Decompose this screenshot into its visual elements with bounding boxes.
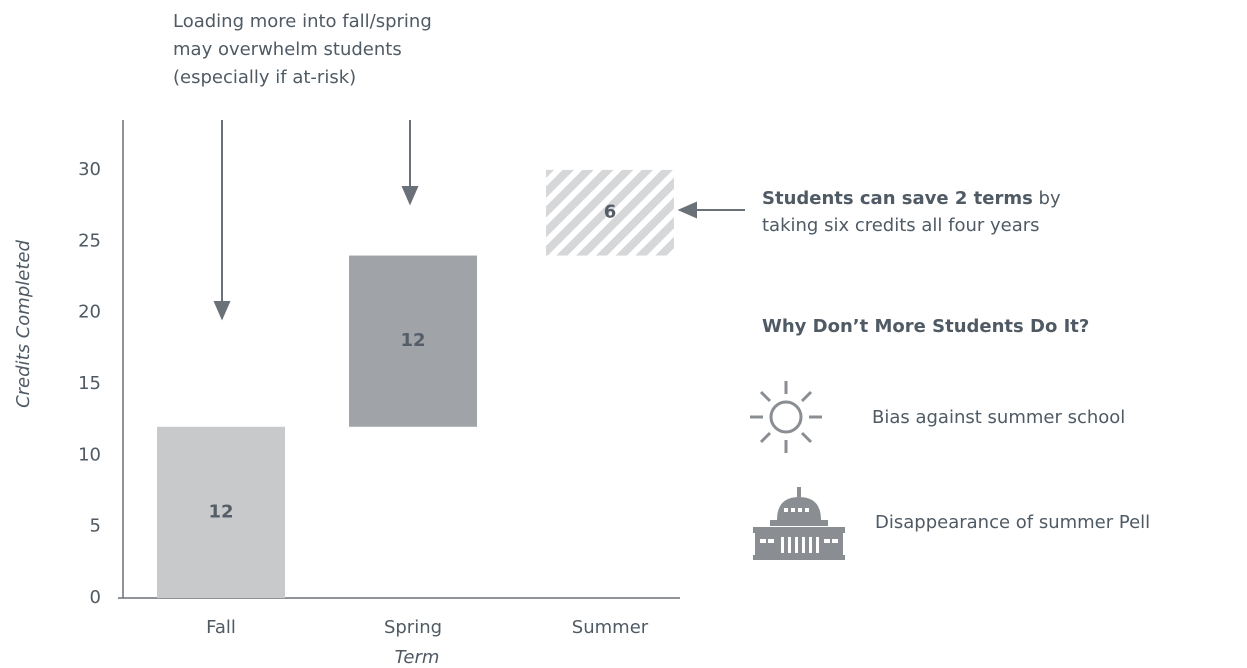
x-tick-label: Summer: [572, 617, 649, 638]
callout-bold: Students can save 2 terms: [762, 188, 1033, 209]
annotation-line: may overwhelm students: [173, 39, 402, 60]
y-tick-label: 20: [78, 302, 101, 323]
y-tick-label: 30: [78, 159, 101, 180]
callout: taking six credits all four years: [762, 215, 1040, 236]
value-label: 12: [400, 330, 425, 351]
bar: [349, 255, 477, 427]
annotation-line: Loading more into fall/spring: [173, 11, 432, 32]
bar: [157, 426, 285, 598]
value-label: 12: [208, 501, 233, 522]
x-axis-label: Term: [395, 647, 440, 668]
callout-rest: by: [1033, 188, 1061, 209]
y-axis-label: Credits Completed: [13, 240, 34, 408]
x-tick-label: Spring: [384, 617, 442, 638]
value-label: 6: [604, 202, 617, 223]
y-tick-label: 10: [78, 444, 101, 465]
callout: Students can save 2 terms by: [762, 188, 1061, 209]
bar: [546, 169, 674, 256]
y-tick-label: 0: [90, 587, 101, 608]
annotation-line: (especially if at-risk): [173, 67, 356, 88]
building-icon: [753, 487, 845, 560]
sun-icon: [750, 381, 822, 453]
reason: Bias against summer school: [872, 407, 1125, 428]
y-tick-label: 5: [90, 516, 101, 537]
x-tick-label: Fall: [206, 617, 236, 638]
reason: Disappearance of summer Pell: [875, 512, 1150, 533]
heading: Why Don’t More Students Do It?: [762, 316, 1089, 337]
arrows: [213, 120, 745, 321]
y-tick-label: 15: [78, 373, 101, 394]
y-tick-label: 25: [78, 230, 101, 251]
